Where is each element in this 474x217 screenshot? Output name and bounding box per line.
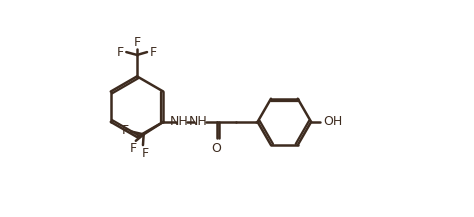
Text: F: F bbox=[142, 147, 149, 160]
Text: OH: OH bbox=[324, 115, 343, 128]
Text: F: F bbox=[121, 124, 128, 137]
Text: F: F bbox=[149, 46, 156, 59]
Text: NH: NH bbox=[170, 115, 189, 128]
Text: F: F bbox=[134, 36, 141, 49]
Text: F: F bbox=[116, 46, 123, 59]
Text: O: O bbox=[211, 142, 221, 155]
Text: NH: NH bbox=[189, 115, 207, 128]
Text: F: F bbox=[130, 141, 137, 155]
